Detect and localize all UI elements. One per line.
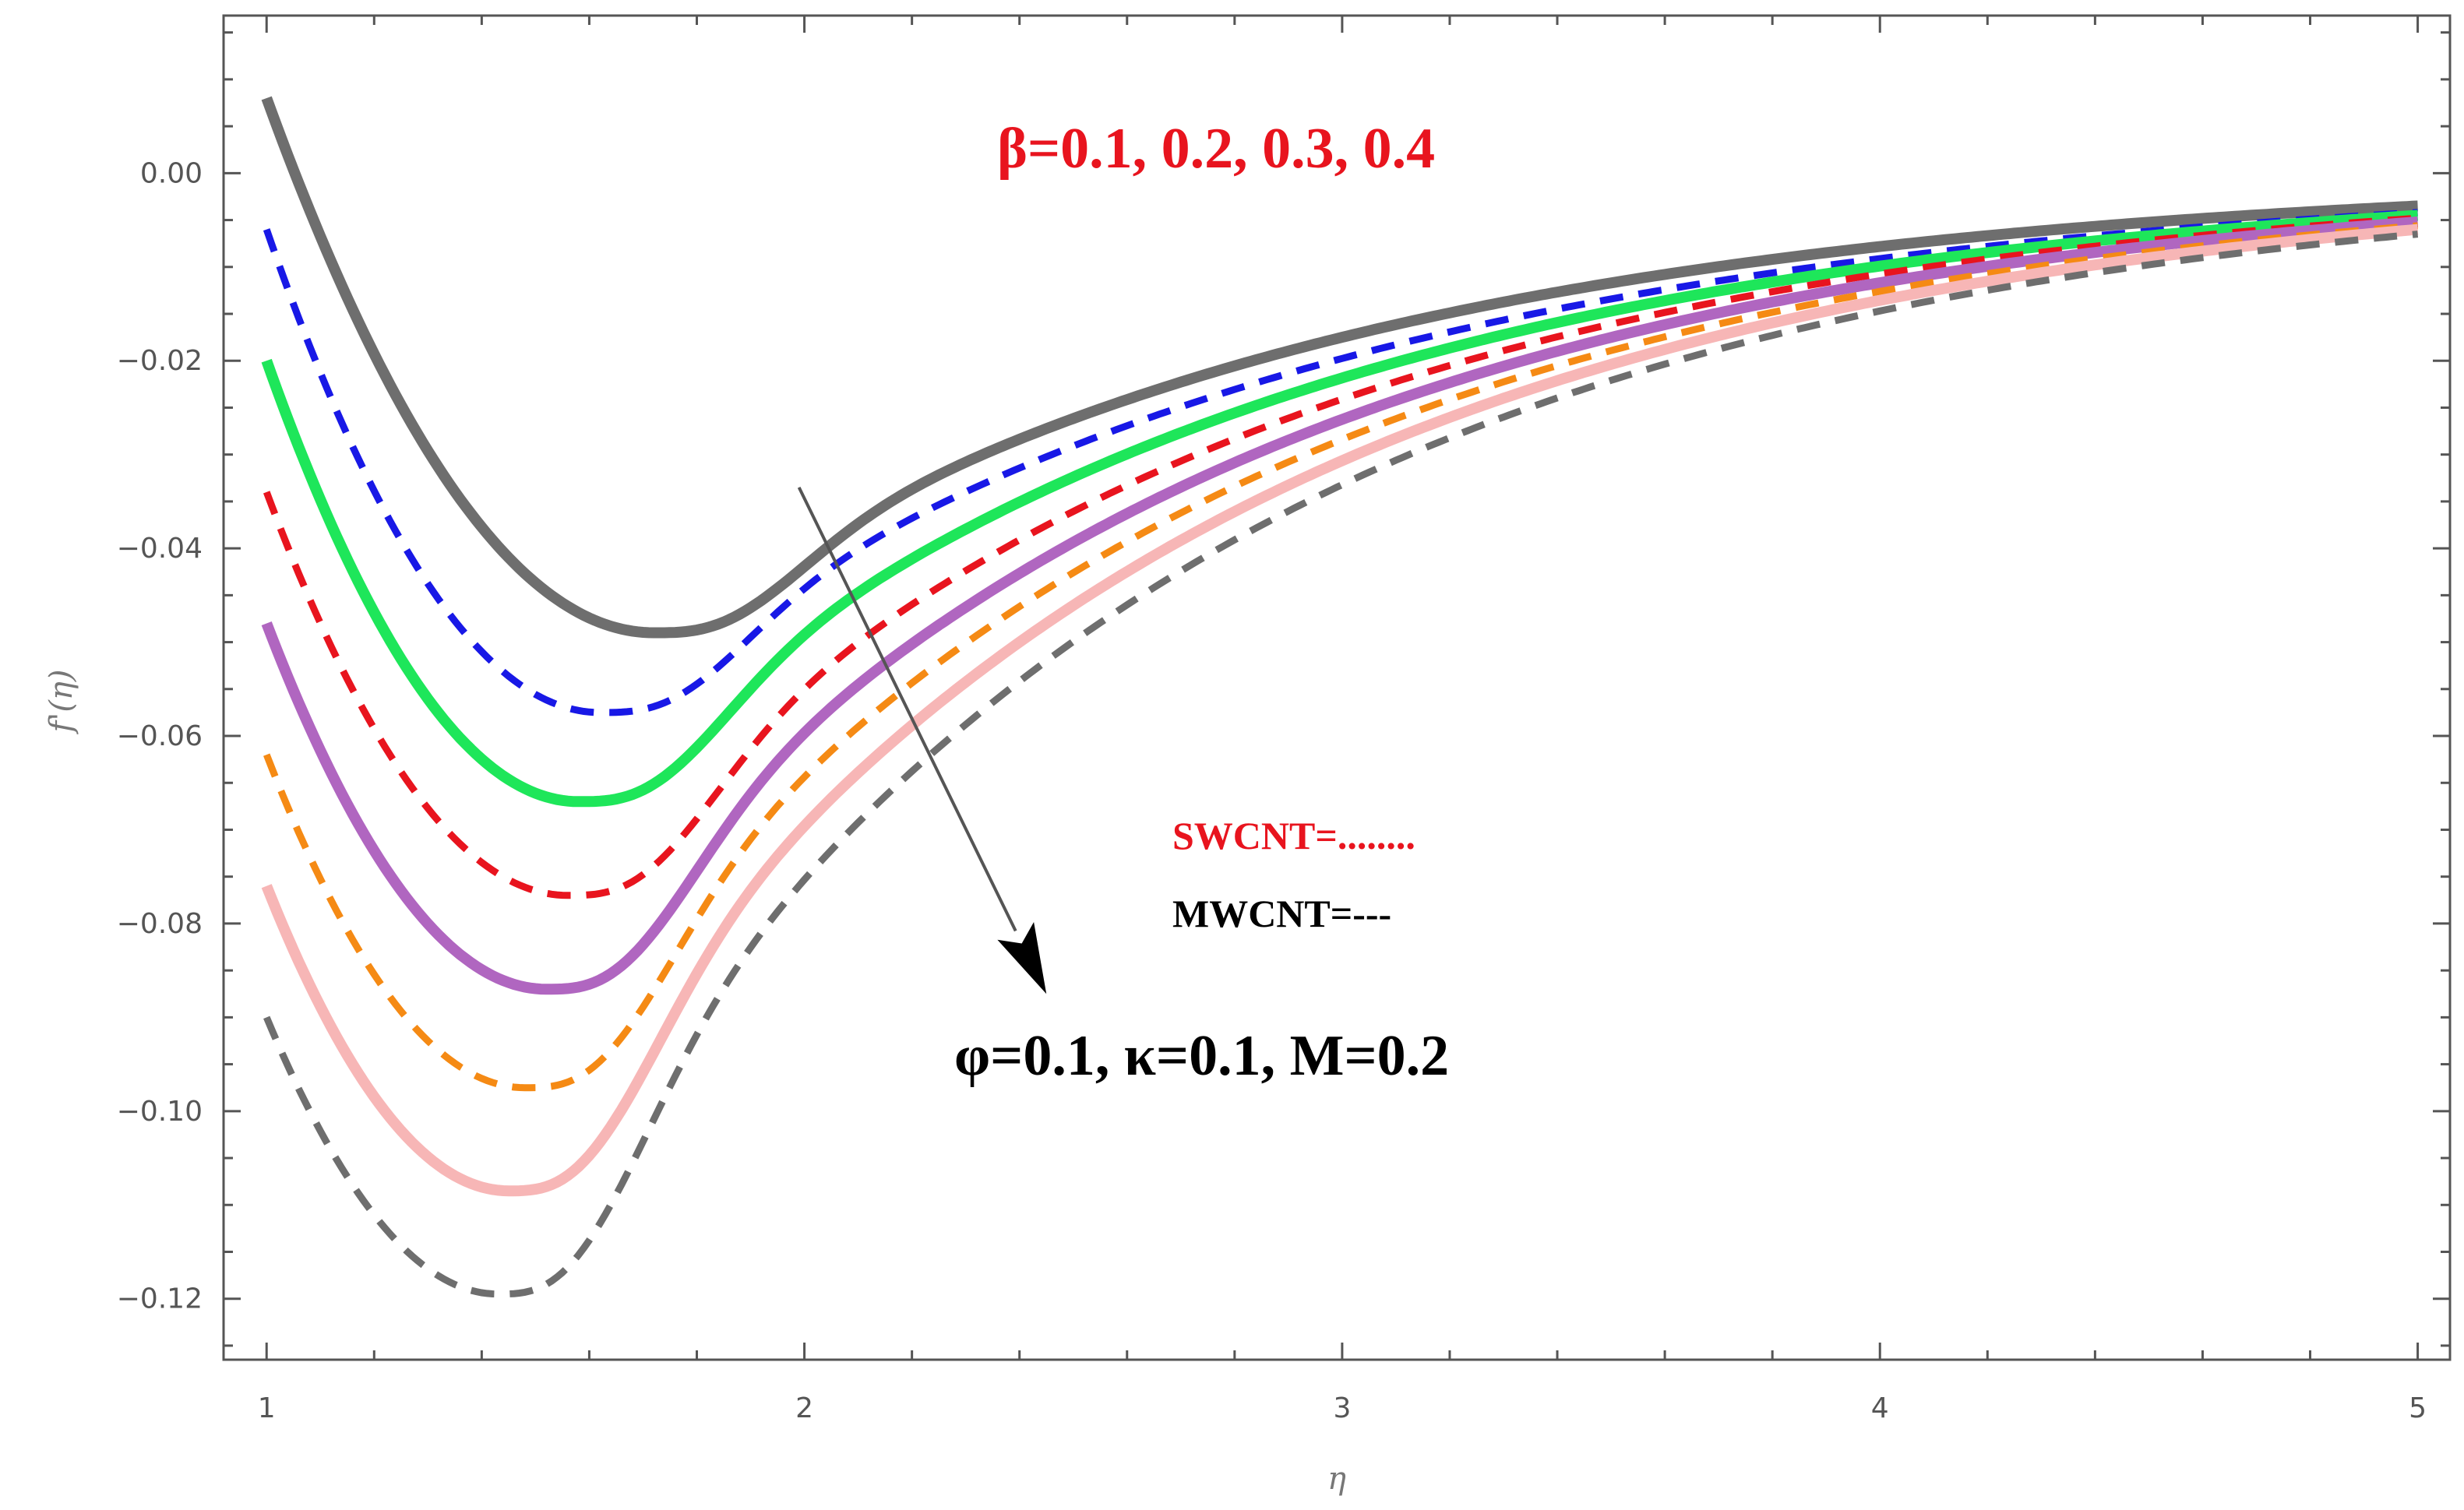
- series-line: [261, 96, 2418, 639]
- y-axis-title: f'(η): [44, 670, 79, 735]
- params-annotation: φ=0.1, κ=0.1, M=0.2: [954, 1024, 1449, 1088]
- trend-arrow-head: [997, 921, 1047, 994]
- trend-arrow: [797, 486, 1047, 994]
- series-line: [263, 231, 2419, 1298]
- series-line: [261, 216, 2419, 995]
- x-tick-label: 5: [2409, 1392, 2427, 1424]
- series-line: [261, 224, 2419, 1197]
- plot-frame: [222, 14, 2452, 1361]
- swcnt-legend: SWCNT=........: [1172, 814, 1415, 857]
- y-tick-label: 0.00: [140, 157, 203, 189]
- x-tick-labels: 1 2 3 4 5: [258, 1392, 2427, 1424]
- x-tick-label: 4: [1871, 1392, 1889, 1424]
- y-tick-labels: 0.00 −0.02 −0.04 −0.06 −0.08 −0.10 −0.12: [117, 157, 203, 1315]
- series-line: [263, 209, 2418, 716]
- x-tick-label: 2: [795, 1392, 813, 1424]
- trend-arrow-line: [797, 486, 1017, 932]
- series-line: [263, 214, 2418, 899]
- series-line: [261, 209, 2419, 808]
- series-line: [263, 222, 2418, 1092]
- mwcnt-legend: MWCNT=---: [1172, 892, 1391, 935]
- series-lines: [261, 96, 2419, 1298]
- y-tick-label: −0.02: [117, 345, 203, 377]
- y-tick-label: −0.06: [117, 720, 203, 752]
- beta-annotation: β=0.1, 0.2, 0.3, 0.4: [997, 117, 1435, 181]
- y-tick-label: −0.08: [117, 908, 203, 940]
- x-tick-label: 1: [258, 1392, 276, 1424]
- y-tick-label: −0.04: [117, 533, 203, 565]
- axis-ticks: [224, 16, 2450, 1360]
- y-tick-label: −0.12: [117, 1283, 203, 1315]
- x-axis-title: η: [1327, 1461, 1346, 1497]
- x-tick-label: 3: [1333, 1392, 1351, 1424]
- y-tick-label: −0.10: [117, 1096, 203, 1128]
